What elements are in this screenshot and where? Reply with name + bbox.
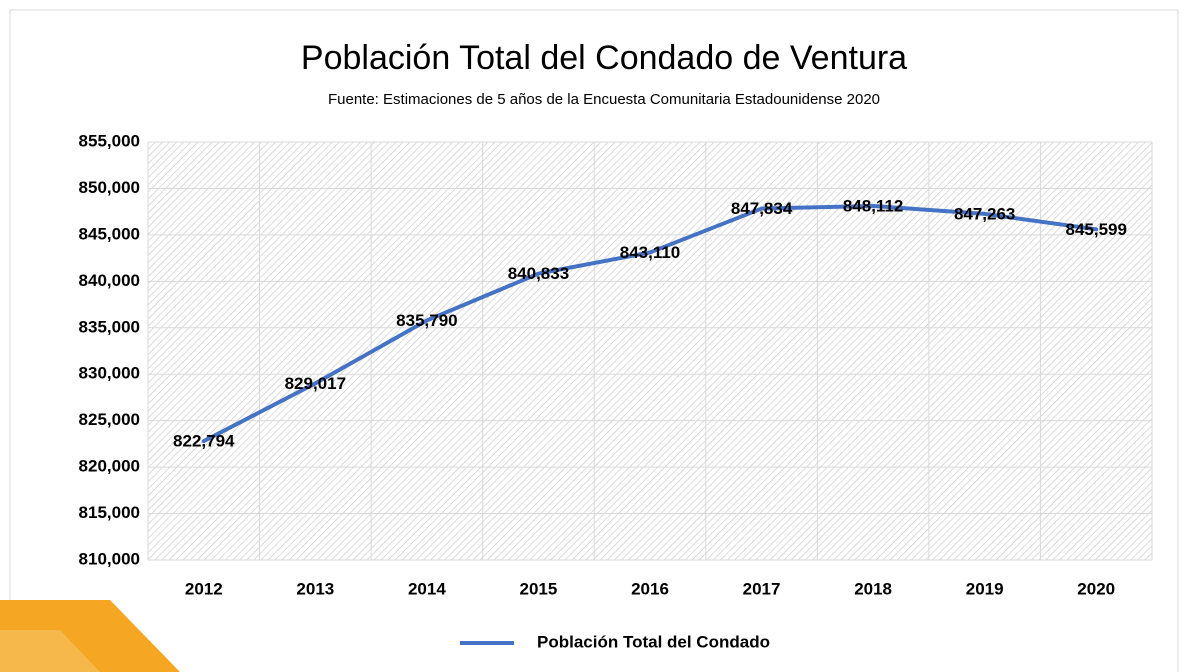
- x-tick-label: 2018: [854, 579, 892, 598]
- y-tick-label: 830,000: [79, 364, 140, 383]
- data-label: 847,834: [731, 199, 793, 218]
- data-label: 848,112: [843, 196, 904, 215]
- data-label: 847,263: [954, 204, 1015, 223]
- data-label: 829,017: [285, 374, 346, 393]
- plot: 810,000 815,000 820,000 825,000 830,000 835,0…: [79, 131, 1153, 651]
- x-tick-label: 2017: [743, 579, 781, 598]
- plot-area: [148, 142, 1152, 560]
- y-tick-label: 825,000: [79, 410, 140, 429]
- decoration: [0, 630, 100, 672]
- x-tick-label: 2019: [966, 579, 1004, 598]
- data-label: 822,794: [173, 432, 235, 451]
- data-label: 845,599: [1065, 220, 1126, 239]
- y-tick-label: 820,000: [79, 457, 140, 476]
- x-tick-label: 2014: [408, 579, 446, 598]
- y-tick-label: 810,000: [79, 549, 140, 568]
- y-tick-label: 815,000: [79, 503, 140, 522]
- x-tick-label: 2012: [185, 579, 223, 598]
- series-line: [201, 203, 1099, 444]
- y-tick-label: 850,000: [79, 178, 140, 197]
- legend-label: Población Total del Condado: [537, 632, 770, 651]
- data-label: 835,790: [396, 311, 457, 330]
- y-tick-label: 855,000: [79, 131, 140, 150]
- x-tick-label: 2020: [1077, 579, 1115, 598]
- y-tick-label: 835,000: [79, 317, 140, 336]
- data-label: 840,833: [508, 264, 569, 283]
- x-tick-label: 2016: [631, 579, 669, 598]
- y-tick-label: 840,000: [79, 271, 140, 290]
- chart-subtitle: Fuente: Estimaciones de 5 años de la Enc…: [328, 91, 880, 108]
- x-tick-label: 2013: [296, 579, 334, 598]
- data-label: 843,110: [620, 243, 681, 262]
- x-tick-label: 2015: [520, 579, 558, 598]
- y-tick-label: 845,000: [79, 224, 140, 243]
- chart-title: Población Total del Condado de Ventura: [301, 39, 907, 77]
